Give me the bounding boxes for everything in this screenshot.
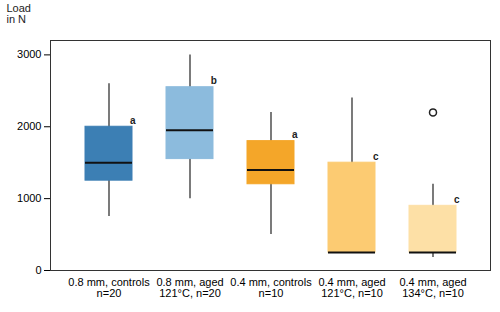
svg-text:a: a bbox=[292, 129, 298, 140]
svg-text:3000: 3000 bbox=[17, 48, 41, 60]
svg-text:0.8 mm, aged121°C, n=20: 0.8 mm, aged121°C, n=20 bbox=[156, 276, 223, 299]
svg-text:0.4 mm, controlsn=10: 0.4 mm, controlsn=10 bbox=[230, 276, 312, 299]
svg-text:a: a bbox=[130, 115, 136, 126]
svg-text:1000: 1000 bbox=[17, 192, 41, 204]
svg-text:Loadin N: Loadin N bbox=[7, 2, 31, 25]
svg-text:0.4 mm, aged121°C, n=10: 0.4 mm, aged121°C, n=10 bbox=[318, 276, 385, 299]
svg-text:0.4 mm, aged134°C, n=10: 0.4 mm, aged134°C, n=10 bbox=[399, 276, 466, 299]
svg-text:c: c bbox=[454, 194, 460, 205]
svg-text:c: c bbox=[373, 151, 379, 162]
svg-text:0: 0 bbox=[35, 264, 41, 276]
svg-text:0.8 mm, controlsn=20: 0.8 mm, controlsn=20 bbox=[68, 276, 150, 299]
svg-text:b: b bbox=[211, 75, 217, 86]
svg-text:2000: 2000 bbox=[17, 120, 41, 132]
